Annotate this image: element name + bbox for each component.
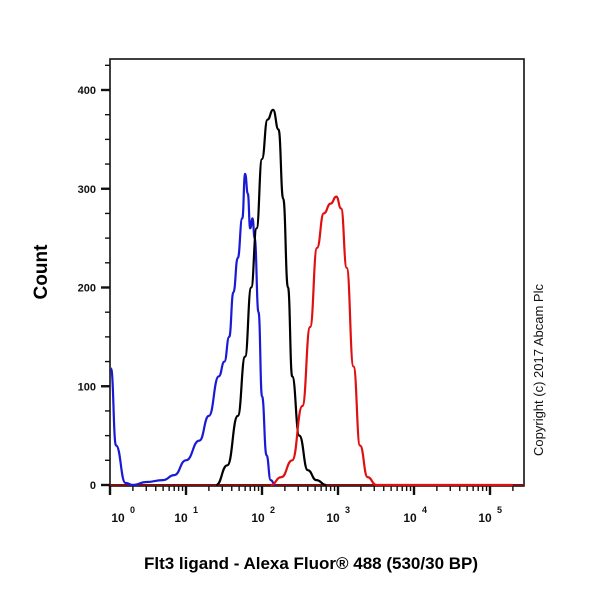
svg-text:4: 4 [422, 505, 427, 515]
x-tick-label: 10 4 [403, 505, 427, 525]
svg-text:2: 2 [270, 505, 275, 515]
svg-text:1: 1 [193, 505, 198, 515]
y-tick-label: 300 [78, 184, 96, 196]
x-tick-label: 10 0 [111, 505, 135, 525]
series-isotype-control [109, 172, 276, 487]
x-tick-label: 10 1 [174, 505, 198, 525]
x-tick-label: 10 5 [478, 505, 502, 525]
svg-text:10: 10 [174, 511, 188, 525]
svg-text:10: 10 [251, 511, 265, 525]
x-tick-label: 10 3 [326, 505, 350, 525]
y-axis: 0 100 200 300 400 [78, 64, 110, 492]
y-tick-label: 0 [90, 480, 96, 492]
x-axis-label: Flt3 ligand - Alexa Fluor® 488 (530/30 B… [144, 554, 478, 573]
y-axis-label: Count [31, 244, 52, 300]
copyright-annotation: Copyright (c) 2017 Abcam Plc [531, 284, 546, 456]
svg-text:3: 3 [345, 505, 350, 515]
svg-text:0: 0 [130, 505, 135, 515]
svg-text:10: 10 [326, 511, 340, 525]
svg-text:10: 10 [111, 511, 125, 525]
series-lines [109, 108, 524, 487]
series-flt3-ligand [270, 195, 513, 487]
series-unlabelled-control [215, 108, 327, 487]
y-tick-label: 200 [78, 283, 96, 295]
x-axis: 10 0 10 1 10 2 10 3 10 4 10 5 [108, 486, 514, 525]
plot-frame [109, 58, 525, 487]
y-tick-label: 400 [78, 85, 96, 97]
plot-border [109, 58, 525, 487]
svg-text:10: 10 [403, 511, 417, 525]
svg-text:10: 10 [478, 511, 492, 525]
y-tick-label: 100 [78, 381, 96, 393]
svg-text:5: 5 [497, 505, 502, 515]
x-tick-label: 10 2 [251, 505, 275, 525]
